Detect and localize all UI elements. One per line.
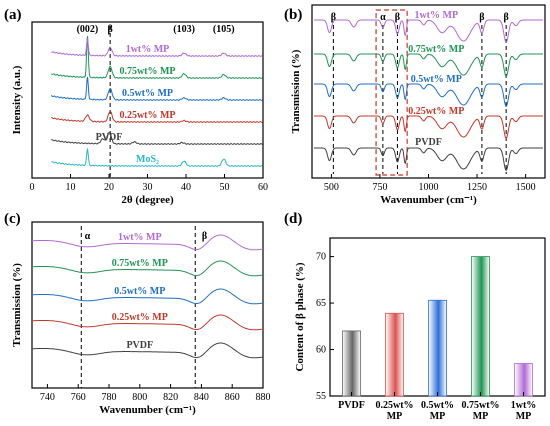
panel-c-xlabel: Wavenumber (cm⁻¹)	[99, 404, 196, 416]
panel-c-xtick-label: 800	[132, 392, 147, 403]
panel-a-series-label: 0.75wt% MP	[119, 66, 175, 77]
panel-d-category-label: 0.5wt%	[421, 400, 454, 411]
panel-b-series-label: 0.75wt% MP	[408, 44, 464, 55]
panel-c-xtick-label: 860	[225, 392, 240, 403]
panel-c-frame	[31, 221, 264, 389]
panel-a: (a) 0 10 20 30 40 50 60 2θ (degree) Intensity (a.…	[4, 7, 268, 206]
panel-a-series-line	[51, 147, 263, 167]
panel-a-series-label: MoS₂	[136, 154, 159, 165]
panel-c-series-label: 0.25wt% MP	[112, 312, 168, 323]
panel-b-xtick-label: 750	[372, 182, 387, 193]
panel-c-xtick-label: 840	[194, 392, 209, 403]
panel-c-series-line	[32, 288, 264, 305]
panel-d-category-label: MP	[430, 411, 446, 422]
panel-a-xtick-label: 30	[143, 182, 153, 193]
panel-a-label: (a)	[4, 7, 22, 23]
panel-c-series-line	[32, 314, 264, 331]
panel-b-label: (b)	[284, 7, 302, 23]
panel-c-annotation: α	[85, 231, 91, 242]
panel-a-xtick-label: 50	[220, 182, 230, 193]
panel-c-series-label: 0.5wt% MP	[114, 286, 165, 297]
panel-d-category-label: MP	[516, 411, 532, 422]
panel-a-xtick-label: 10	[66, 182, 76, 193]
panel-d-bar	[514, 363, 533, 397]
panel-b-annotation: β	[331, 12, 336, 23]
panel-d-category-label: MP	[473, 411, 489, 422]
panel-b-xtick-label: 1000	[419, 182, 439, 193]
panel-a-xtick-label: 0	[30, 182, 35, 193]
panel-c-series-line	[32, 260, 264, 277]
panel-c-series-label: 1wt% MP	[118, 232, 162, 243]
panel-b: (b) 500 750 1000 1250 1500 Wavenumber (cm⁻¹) Tr…	[284, 4, 546, 206]
panel-a-series-line	[51, 110, 263, 123]
panel-d-category-label: PVDF	[338, 400, 365, 411]
panel-d-category-label: MP	[387, 411, 403, 422]
panel-c: (c) 740 760 780 800 820 840 860 880 Wavenumber (c…	[4, 211, 271, 416]
panel-b-series-label: 0.5wt% MP	[411, 74, 462, 85]
panel-a-series-label: 0.5wt% MP	[122, 88, 173, 99]
panel-b-series-line	[313, 115, 543, 140]
panel-c-xtick-label: 740	[40, 392, 55, 403]
panel-b-annotation: α	[380, 12, 386, 23]
panel-a-series-label: 0.25wt% MP	[119, 110, 175, 121]
panel-c-series-label: 0.75wt% MP	[112, 258, 168, 269]
panel-b-series-label: 0.25wt% MP	[408, 106, 464, 117]
panel-a-series-line	[51, 131, 263, 145]
panel-b-xlabel: Wavenumber (cm⁻¹)	[380, 194, 477, 206]
panel-a-series-label: 1wt% MP	[126, 44, 170, 55]
panel-a-xtick-label: 20	[104, 182, 114, 193]
panel-a-annotation: (105)	[213, 24, 235, 35]
panel-d-category-label: 0.75wt%	[461, 400, 499, 411]
panel-a-series-label: PVDF	[96, 132, 123, 143]
panel-c-series-label: PVDF	[126, 340, 153, 351]
panel-b-xtick-label: 1500	[516, 182, 536, 193]
panel-b-annotation: β	[395, 12, 400, 23]
panel-d-label: (d)	[284, 211, 302, 227]
panel-a-annotation: β	[108, 24, 113, 35]
panel-b-xtick-label: 1250	[467, 182, 487, 193]
panel-a-xtick-label: 40	[181, 182, 191, 193]
panel-b-annotation: β	[479, 12, 484, 23]
panel-a-xlabel: 2θ (degree)	[121, 194, 174, 206]
panel-a-ylabel: Intensity (a.u.)	[11, 65, 23, 134]
panel-c-series-line	[32, 342, 264, 359]
panel-a-annotation: (103)	[173, 24, 195, 35]
panel-c-ylabel: Transmission (%)	[11, 263, 23, 347]
panel-d-ytick-label: 65	[316, 298, 326, 309]
panel-b-series-line	[313, 53, 543, 78]
panel-d-ytick-label: 55	[316, 391, 326, 402]
panel-c-series-line	[32, 234, 264, 251]
panel-d-ytick-label: 70	[316, 252, 326, 263]
panel-a-xtick-label: 60	[258, 182, 268, 193]
panel-b-series-line	[313, 19, 543, 44]
panel-c-xtick-label: 780	[102, 392, 117, 403]
panel-b-series-label: 1wt% MP	[414, 10, 458, 21]
panel-b-highlight-box	[375, 9, 408, 176]
panel-b-series-line	[313, 83, 543, 108]
panel-c-xtick-label: 760	[71, 392, 86, 403]
panel-a-series-line	[51, 37, 263, 57]
panel-b-xtick-label: 500	[324, 182, 339, 193]
panel-d: (d) 55 60 65 70 Content of β phase (%) PVDF 0.2…	[284, 211, 546, 422]
panel-c-label: (c)	[4, 211, 21, 227]
panel-d-bar	[342, 330, 361, 397]
panel-d-ylabel: Content of β phase (%)	[294, 262, 306, 371]
panel-c-xtick-label: 820	[163, 392, 178, 403]
panel-b-series-line	[313, 147, 543, 172]
panel-d-bar	[385, 312, 404, 397]
panel-a-annotation: (002)	[77, 24, 99, 35]
panel-d-bar	[428, 299, 447, 397]
panel-a-series-line	[50, 36, 263, 79]
panel-d-category-label: 1wt%	[511, 400, 537, 411]
panel-a-series-line	[50, 76, 263, 101]
panel-b-series-label: PVDF	[415, 137, 442, 148]
panel-b-annotation: β	[504, 12, 509, 23]
panel-d-category-label: 0.25wt%	[375, 400, 413, 411]
panel-b-ylabel: Transmission (%)	[290, 49, 302, 133]
panel-c-annotation: β	[202, 231, 207, 242]
panel-d-bar	[471, 256, 490, 397]
panel-d-ytick-label: 60	[316, 345, 326, 356]
panel-c-xtick-label: 880	[256, 392, 271, 403]
